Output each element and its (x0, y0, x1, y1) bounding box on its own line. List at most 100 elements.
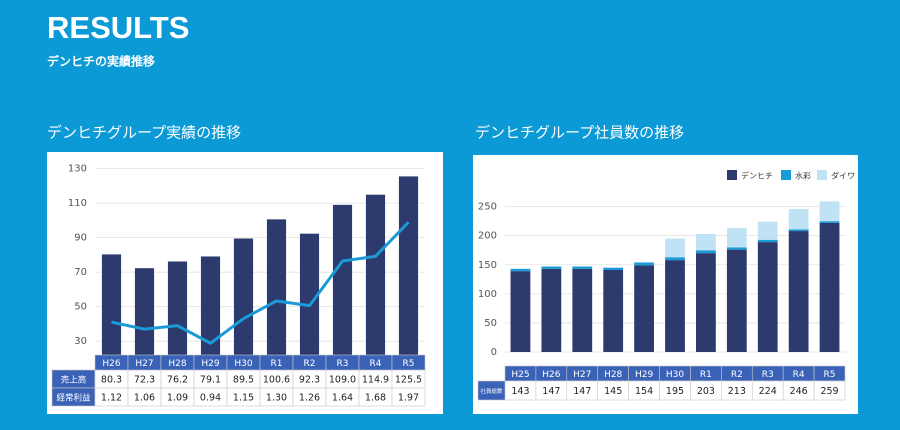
x-tick-label: H26 (542, 370, 560, 380)
legend-label: 水彩 (795, 171, 811, 181)
total-label: 147 (542, 386, 560, 397)
x-tick-label: H30 (666, 370, 684, 380)
bar (101, 254, 122, 355)
bar-segment (726, 247, 747, 250)
value-label: 76.2 (167, 375, 188, 386)
y-tick-label: 90 (74, 233, 87, 244)
bar (200, 256, 221, 355)
total-label: 224 (759, 386, 777, 397)
bar (398, 176, 419, 355)
bar-segment (757, 242, 778, 352)
value-label: 80.3 (101, 375, 122, 386)
x-tick-label: R1 (700, 370, 712, 380)
total-label: 143 (511, 386, 529, 397)
x-tick-label: R2 (731, 370, 743, 380)
table-cell (477, 380, 506, 401)
bar (266, 219, 287, 355)
bar-segment (634, 262, 654, 266)
y-tick-label: 110 (68, 198, 87, 209)
table-cell (391, 354, 426, 371)
x-tick-label: R3 (337, 359, 349, 369)
bar-segment (665, 260, 685, 352)
value-label: 114.9 (362, 375, 389, 386)
x-tick-label: R3 (762, 370, 774, 380)
value-label: 1.12 (101, 393, 122, 404)
value-label: 92.3 (299, 375, 320, 386)
total-label: 147 (573, 386, 591, 397)
value-label: 0.94 (200, 393, 221, 404)
bar-segment (696, 250, 716, 254)
bar-segment (819, 221, 840, 223)
bar-segment (541, 268, 562, 352)
x-tick-label: R4 (793, 370, 805, 380)
legend-label: デンヒチ (741, 171, 773, 181)
bar-segment (541, 266, 562, 269)
bar-segment (696, 253, 716, 352)
bar-segment (572, 266, 593, 269)
value-label: 1.30 (266, 393, 287, 404)
x-tick-label: H28 (604, 370, 622, 380)
value-label: 89.5 (233, 375, 254, 386)
x-tick-label: H25 (511, 370, 529, 380)
y-tick-label: 50 (484, 318, 497, 329)
x-tick-label: H27 (135, 359, 153, 369)
bar-segment (788, 229, 809, 232)
bar-segment (819, 201, 840, 222)
value-label: 1.06 (134, 393, 155, 404)
legend-label: ダイワ (831, 171, 855, 181)
x-tick-label: H30 (234, 359, 252, 369)
value-label: 79.1 (200, 375, 221, 386)
chart-title: デンヒチグループ社員数の推移 (475, 124, 684, 142)
bar-segment (665, 257, 685, 261)
y-tick-label: 150 (478, 260, 497, 271)
y-tick-label: 70 (74, 267, 87, 278)
total-label: 195 (666, 386, 684, 397)
x-tick-label: H26 (102, 359, 120, 369)
bar (167, 261, 188, 355)
legend-swatch (727, 170, 737, 180)
bar (233, 238, 254, 355)
x-tick-label: H29 (201, 359, 219, 369)
y-tick-label: 30 (74, 336, 87, 347)
y-tick-label: 200 (478, 231, 497, 242)
y-tick-label: 100 (478, 289, 497, 300)
bar-segment (696, 233, 716, 251)
value-label: 109.0 (329, 375, 356, 386)
y-tick-label: 250 (478, 202, 497, 213)
x-tick-label: R5 (403, 359, 415, 369)
table-cell (391, 387, 426, 407)
y-tick-label: 0 (491, 347, 497, 358)
bar-segment (510, 271, 531, 352)
total-label: 145 (604, 386, 622, 397)
x-tick-label: H27 (573, 370, 591, 380)
bar-segment (788, 231, 809, 352)
legend-swatch (817, 170, 827, 180)
value-label: 1.97 (398, 393, 419, 404)
value-label: 125.5 (395, 375, 422, 386)
bar-segment (603, 270, 624, 352)
bar-segment (726, 228, 747, 248)
total-label: 154 (635, 386, 653, 397)
value-label: 72.3 (134, 375, 155, 386)
x-tick-label: H29 (635, 370, 653, 380)
bar-segment (572, 268, 593, 352)
bar-segment (819, 222, 840, 352)
value-label: 1.64 (332, 393, 353, 404)
value-label: 1.68 (365, 393, 386, 404)
total-label: 259 (820, 386, 838, 397)
bar-segment (726, 249, 747, 352)
value-label: 1.15 (233, 393, 254, 404)
total-label: 213 (728, 386, 746, 397)
value-label: 100.6 (263, 375, 290, 386)
row-label: 経常利益 (56, 393, 91, 404)
y-tick-label: 50 (74, 302, 87, 313)
bar (299, 233, 320, 355)
bar-segment (757, 239, 778, 243)
bar-segment (634, 265, 654, 352)
total-label: 203 (697, 386, 715, 397)
chart-title: デンヒチグループ実績の推移 (47, 124, 241, 142)
x-tick-label: R5 (824, 370, 836, 380)
bar-segment (788, 208, 809, 230)
x-tick-label: R2 (304, 359, 316, 369)
